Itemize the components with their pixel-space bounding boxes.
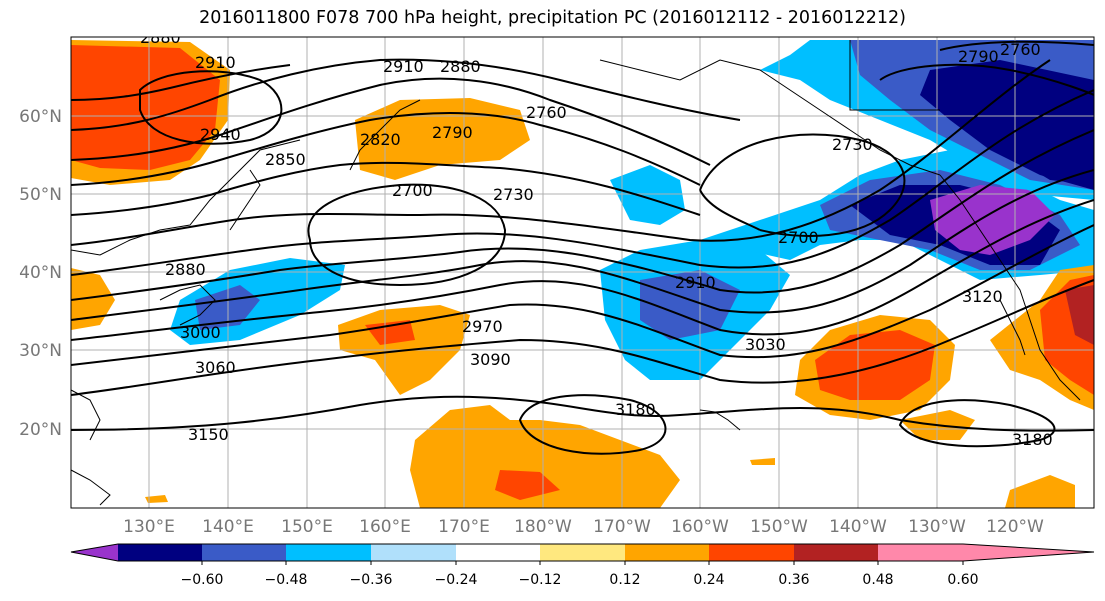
contour-label: 2880 bbox=[165, 260, 206, 279]
contour-label: 2910 bbox=[195, 53, 236, 72]
shading-layer bbox=[71, 40, 1094, 508]
contour-label: 3030 bbox=[745, 335, 786, 354]
contour-label: 2850 bbox=[265, 150, 306, 169]
lat-label: 40°N bbox=[19, 263, 62, 283]
colorbar-tick-label: 0.36 bbox=[778, 572, 809, 588]
lon-label: 140°E bbox=[202, 517, 254, 537]
contour-label: 2760 bbox=[526, 103, 567, 122]
colorbar-extend-high bbox=[963, 544, 1094, 561]
colorbar-tick-label: −0.24 bbox=[435, 572, 478, 588]
colorbar-segment bbox=[371, 544, 456, 561]
lon-label: 160°W bbox=[671, 517, 729, 537]
lat-label: 20°N bbox=[19, 420, 62, 440]
contour-label: 2820 bbox=[360, 130, 401, 149]
colorbar-extend-low bbox=[71, 544, 118, 561]
contour-label: 2910 bbox=[383, 57, 424, 76]
colorbar-tick-label: −0.48 bbox=[265, 572, 308, 588]
map-title: 2016011800 F078 700 hPa height, precipit… bbox=[199, 8, 906, 28]
lat-label: 60°N bbox=[19, 107, 62, 127]
colorbar-segment bbox=[202, 544, 286, 561]
lon-label: 180°W bbox=[514, 517, 572, 537]
contour-label: 2940 bbox=[200, 125, 241, 144]
contour-label: 2730 bbox=[493, 185, 534, 204]
contour-label: 3120 bbox=[962, 287, 1003, 306]
lon-label: 130°W bbox=[908, 517, 966, 537]
contour-label: 2970 bbox=[462, 317, 503, 336]
colorbar-tick-label: −0.36 bbox=[350, 572, 393, 588]
colorbar-tick-label: 0.48 bbox=[862, 572, 893, 588]
lon-label: 160°E bbox=[359, 517, 411, 537]
contour-label: 3150 bbox=[188, 425, 229, 444]
contour-label: 3060 bbox=[195, 358, 236, 377]
colorbar-segment bbox=[794, 544, 878, 561]
contour-label: 2760 bbox=[1000, 40, 1041, 59]
contour-label: 2700 bbox=[392, 181, 433, 200]
lon-label: 130°E bbox=[123, 517, 175, 537]
colorbar-segment bbox=[709, 544, 794, 561]
longitude-labels: 130°E 140°E 150°E 160°E 170°E 180°W 170°… bbox=[123, 517, 1044, 537]
lat-label: 50°N bbox=[19, 185, 62, 205]
colorbar-tick-label: 0.12 bbox=[609, 572, 640, 588]
colorbar-segment bbox=[118, 544, 202, 561]
colorbar-segment bbox=[625, 544, 709, 561]
lon-label: 120°W bbox=[986, 517, 1044, 537]
contour-label: 2730 bbox=[832, 135, 873, 154]
plot-frame bbox=[70, 36, 1095, 509]
colorbar: −0.60 −0.48 −0.36 −0.24 −0.12 0.12 0.24 … bbox=[70, 543, 1095, 588]
latitude-labels: 60°N 50°N 40°N 30°N 20°N bbox=[19, 107, 62, 440]
colorbar-segment bbox=[286, 544, 371, 561]
coastlines bbox=[71, 40, 1081, 506]
contour-label: 2700 bbox=[778, 228, 819, 247]
contour-label: 2790 bbox=[432, 123, 473, 142]
contour-label: 3180 bbox=[1012, 430, 1053, 449]
lon-label: 170°E bbox=[438, 517, 490, 537]
lon-label: 150°W bbox=[750, 517, 808, 537]
contour-label: 2910 bbox=[675, 273, 716, 292]
colorbar-tick-label: −0.60 bbox=[181, 572, 224, 588]
contour-label: 3180 bbox=[615, 400, 656, 419]
height-contours bbox=[71, 40, 1094, 455]
contour-label: 2880 bbox=[140, 28, 181, 47]
contour-labels: 2880 2910 2910 2880 2940 2850 2820 2790 … bbox=[140, 28, 1053, 449]
lon-label: 140°W bbox=[829, 517, 887, 537]
lon-label: 150°E bbox=[281, 517, 333, 537]
lat-label: 30°N bbox=[19, 341, 62, 361]
colorbar-tick-label: 0.60 bbox=[947, 572, 978, 588]
contour-label: 2880 bbox=[440, 57, 481, 76]
lon-label: 170°W bbox=[593, 517, 651, 537]
colorbar-segment bbox=[540, 544, 625, 561]
colorbar-tick-label: −0.12 bbox=[519, 572, 562, 588]
colorbar-segment bbox=[456, 544, 540, 561]
contour-label: 3090 bbox=[470, 350, 511, 369]
contour-label: 3000 bbox=[180, 323, 221, 342]
colorbar-tick-label: 0.24 bbox=[693, 572, 724, 588]
colorbar-segment bbox=[878, 544, 963, 561]
contour-label: 2790 bbox=[958, 47, 999, 66]
